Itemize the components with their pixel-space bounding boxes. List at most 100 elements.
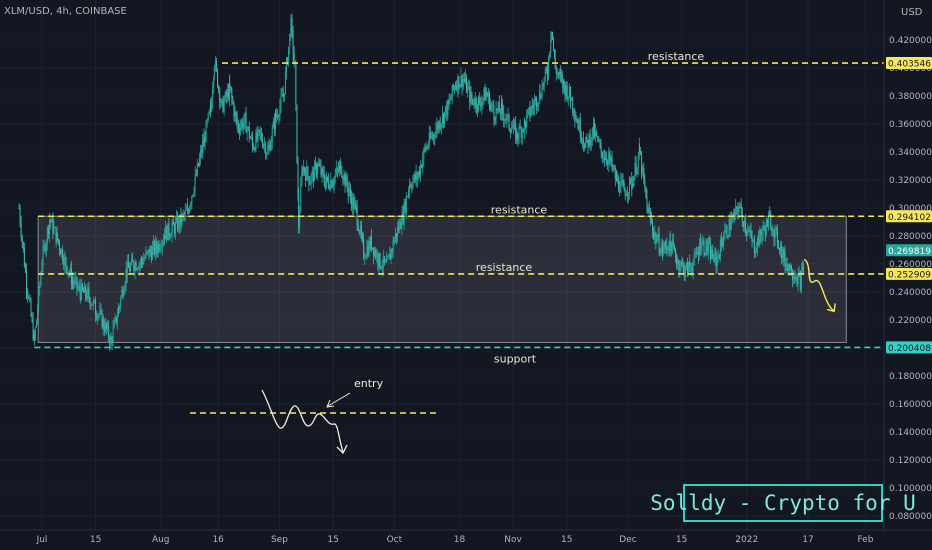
candle-body (18, 208, 20, 209)
candle-body (644, 179, 646, 187)
entry-sketch-arrowhead (336, 444, 348, 455)
candle-body (433, 134, 435, 137)
candle-body (375, 250, 377, 258)
entry-pointer-head (326, 399, 335, 408)
candle-body (597, 135, 599, 142)
candle-body (243, 122, 245, 129)
range-box (37, 215, 847, 343)
candle-body (205, 122, 207, 142)
candle-body (417, 171, 419, 178)
candle-body (387, 257, 389, 259)
candle-body (429, 133, 431, 138)
candle-body (620, 180, 622, 193)
candle-body (193, 191, 195, 195)
level-tag-0252909-bg (886, 267, 932, 280)
candle-body (614, 168, 616, 179)
candle-body (533, 101, 535, 108)
candle-body (601, 151, 603, 159)
candle-body (280, 94, 282, 106)
candle-body (585, 136, 587, 143)
candle-body (306, 167, 308, 181)
candle-body (701, 243, 703, 250)
candle-body (712, 249, 714, 259)
candle-body (693, 253, 695, 264)
candle-body (323, 173, 325, 183)
candle-body (680, 262, 682, 268)
y-tick-label: 0.160000 (889, 400, 932, 410)
candle-body (575, 119, 577, 120)
candle-body (724, 230, 726, 239)
candle-body (165, 226, 167, 240)
candle-body (565, 85, 567, 96)
candle-body (642, 167, 644, 174)
candle-body (390, 249, 392, 260)
candle-body (65, 257, 67, 267)
candle-body (584, 144, 586, 148)
candle-body (607, 161, 609, 165)
candle-body (332, 185, 334, 187)
candle-body (645, 186, 647, 198)
candle-body (342, 177, 344, 180)
candle-body (769, 213, 771, 215)
candle-body (213, 77, 215, 89)
candle-body (267, 149, 269, 154)
candle-body (566, 85, 568, 100)
candle-body (40, 274, 42, 286)
candle-body (779, 247, 781, 251)
candle-body (329, 186, 331, 190)
candle-body (310, 175, 312, 184)
y-tick-label: 0.120000 (889, 456, 932, 466)
y-tick-label: 0.260000 (889, 260, 932, 270)
candle-body (679, 267, 681, 271)
candle-body (467, 86, 469, 93)
candle-body (464, 77, 466, 82)
candle-body (406, 196, 408, 197)
candle-body (418, 171, 420, 176)
candle-body (556, 72, 558, 74)
candle-body (328, 180, 330, 187)
candle-body (295, 62, 297, 105)
candle-body (458, 76, 460, 89)
y-tick-label: 0.140000 (889, 428, 932, 438)
candle-body (412, 180, 414, 188)
candle-body (110, 336, 112, 345)
candle-body (585, 142, 587, 148)
candle-body (201, 150, 203, 154)
candle-body (272, 121, 274, 129)
candle-body (600, 146, 602, 152)
candle-body (633, 175, 635, 187)
candle-body (436, 124, 438, 131)
candle-body (497, 102, 499, 111)
candle-body (353, 197, 355, 210)
candle-body (258, 129, 260, 131)
candle-body (561, 75, 563, 78)
candle-body (360, 226, 362, 237)
candle-body (327, 176, 329, 181)
candle-body (109, 338, 111, 345)
candle-body (336, 168, 338, 170)
candle-body (161, 241, 163, 248)
candle-body (717, 255, 719, 257)
candle-body (198, 158, 200, 166)
candle-body (722, 243, 724, 247)
support-label: support (494, 352, 537, 365)
candle-body (699, 241, 701, 256)
candle-body (376, 253, 378, 258)
candle-body (502, 103, 504, 113)
candle-body (613, 167, 615, 169)
candle-body (425, 146, 427, 151)
candle-body (554, 49, 556, 58)
candle-body (540, 97, 542, 99)
candle-body (781, 245, 783, 259)
candle-body (694, 252, 696, 254)
candle-body (743, 221, 745, 228)
candle-body (44, 245, 46, 252)
candle-body (696, 252, 698, 255)
candle-body (752, 240, 754, 242)
candle-body (97, 315, 99, 319)
candle-body (579, 120, 581, 138)
candle-body (705, 240, 707, 256)
candle-body (399, 221, 401, 231)
candle-body (574, 113, 576, 120)
candle-body (206, 120, 208, 123)
